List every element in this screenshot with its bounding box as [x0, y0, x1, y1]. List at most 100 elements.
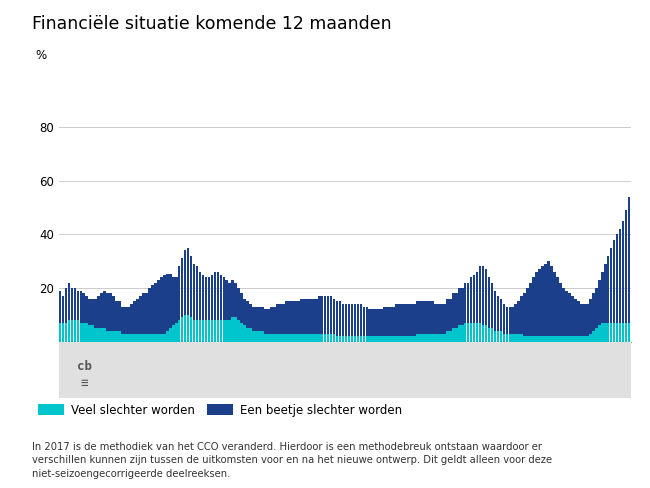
Bar [282, 304, 285, 334]
Bar [196, 266, 198, 320]
Bar [216, 272, 219, 320]
Bar [273, 307, 276, 334]
Bar [175, 323, 177, 342]
Bar [550, 266, 553, 336]
Bar [404, 304, 407, 336]
Bar [354, 336, 356, 342]
Bar [348, 336, 350, 342]
Bar [446, 331, 448, 342]
Bar [315, 334, 318, 342]
Bar [404, 336, 407, 342]
Bar [541, 266, 544, 336]
Bar [157, 280, 160, 334]
Bar [470, 323, 473, 342]
Bar [154, 283, 157, 334]
Bar [172, 325, 175, 342]
Bar [321, 334, 324, 342]
Bar [529, 336, 532, 342]
Bar [422, 301, 425, 334]
Bar [285, 301, 288, 334]
Bar [205, 320, 207, 342]
Bar [309, 299, 311, 334]
Bar [250, 328, 252, 342]
Bar [610, 323, 612, 342]
Bar [300, 334, 303, 342]
Bar [327, 334, 330, 342]
Bar [127, 307, 130, 334]
Bar [538, 269, 541, 336]
Bar [196, 320, 198, 342]
Bar [604, 264, 606, 323]
Bar [384, 336, 386, 342]
Bar [580, 304, 582, 336]
Bar [255, 306, 258, 331]
Bar [294, 334, 296, 342]
Bar [199, 320, 202, 342]
Bar [500, 331, 502, 342]
Text: ≡: ≡ [81, 377, 88, 390]
Bar [526, 288, 529, 336]
Bar [393, 307, 395, 336]
Bar [559, 283, 562, 336]
Bar [103, 290, 106, 328]
Bar [160, 334, 162, 342]
Bar [175, 277, 177, 323]
Bar [464, 323, 467, 342]
Bar [64, 323, 68, 342]
Bar [344, 336, 347, 342]
Bar [85, 323, 88, 342]
Bar [470, 277, 473, 323]
Bar [83, 323, 85, 342]
Bar [536, 272, 538, 336]
Bar [577, 301, 580, 336]
Bar [380, 309, 383, 336]
Bar [449, 331, 452, 342]
Bar [380, 336, 383, 342]
Bar [598, 280, 601, 325]
Bar [395, 336, 398, 342]
Bar [491, 328, 493, 342]
Bar [100, 328, 103, 342]
Bar [148, 288, 151, 334]
Bar [71, 288, 73, 320]
Bar [324, 296, 326, 334]
Bar [389, 336, 392, 342]
Bar [282, 334, 285, 342]
Bar [207, 320, 211, 342]
Bar [222, 320, 225, 342]
Bar [124, 307, 127, 334]
Bar [160, 277, 162, 334]
Text: %: % [36, 49, 47, 62]
Bar [446, 299, 448, 331]
Bar [419, 301, 422, 334]
Bar [422, 334, 425, 342]
Bar [261, 331, 264, 342]
Bar [476, 272, 478, 323]
Bar [255, 331, 258, 342]
Bar [425, 301, 428, 334]
Bar [181, 317, 183, 342]
Bar [371, 309, 374, 336]
Bar [335, 301, 339, 336]
Bar [130, 334, 133, 342]
Bar [625, 323, 627, 342]
Bar [68, 320, 70, 342]
Bar [100, 293, 103, 328]
Bar [458, 288, 461, 325]
Bar [333, 299, 335, 334]
Bar [211, 320, 213, 342]
Bar [220, 274, 222, 320]
Bar [398, 336, 401, 342]
Bar [478, 323, 482, 342]
Bar [491, 283, 493, 328]
Bar [571, 336, 574, 342]
Bar [151, 285, 153, 334]
Bar [246, 328, 249, 342]
Bar [235, 283, 237, 317]
Bar [273, 334, 276, 342]
Bar [526, 336, 529, 342]
Bar [142, 293, 145, 334]
Bar [151, 334, 153, 342]
Bar [502, 304, 505, 334]
Bar [205, 277, 207, 320]
